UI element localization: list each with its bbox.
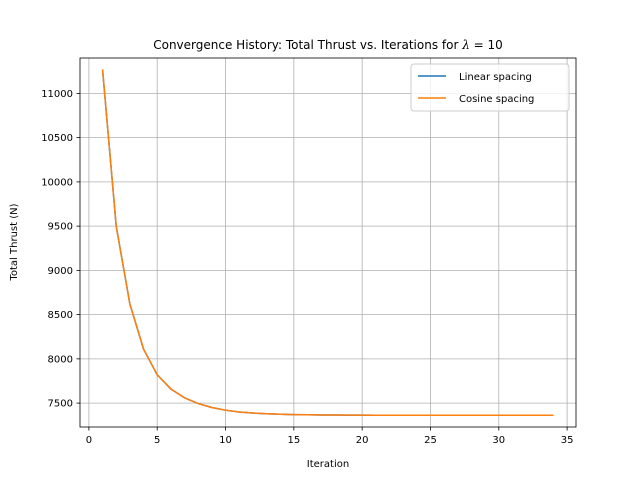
x-tick-label: 5 (154, 435, 160, 446)
legend: Linear spacing Cosine spacing (411, 64, 569, 111)
x-tick-label: 10 (219, 435, 232, 446)
y-tick-label: 8000 (48, 354, 73, 365)
x-axis-label: Iteration (307, 459, 349, 470)
y-tick-label: 10000 (41, 177, 73, 188)
legend-label-cosine: Cosine spacing (459, 94, 534, 105)
y-tick-label: 9500 (48, 222, 73, 233)
y-tick-label: 10500 (41, 133, 73, 144)
y-tick-label: 7500 (48, 399, 73, 410)
y-axis-label: Total Thrust (N) (9, 203, 20, 281)
x-tick-label: 20 (356, 435, 369, 446)
x-tick-label: 15 (287, 435, 300, 446)
chart-title: Convergence History: Total Thrust vs. It… (153, 38, 503, 52)
y-tick-label: 9000 (48, 266, 73, 277)
x-tick-label: 25 (424, 435, 437, 446)
x-tick-label: 0 (86, 435, 92, 446)
y-tick-label: 8500 (48, 310, 73, 321)
y-tick-label: 11000 (41, 89, 73, 100)
legend-label-linear: Linear spacing (459, 72, 532, 83)
x-tick-label: 35 (561, 435, 574, 446)
x-tick-label: 30 (492, 435, 505, 446)
